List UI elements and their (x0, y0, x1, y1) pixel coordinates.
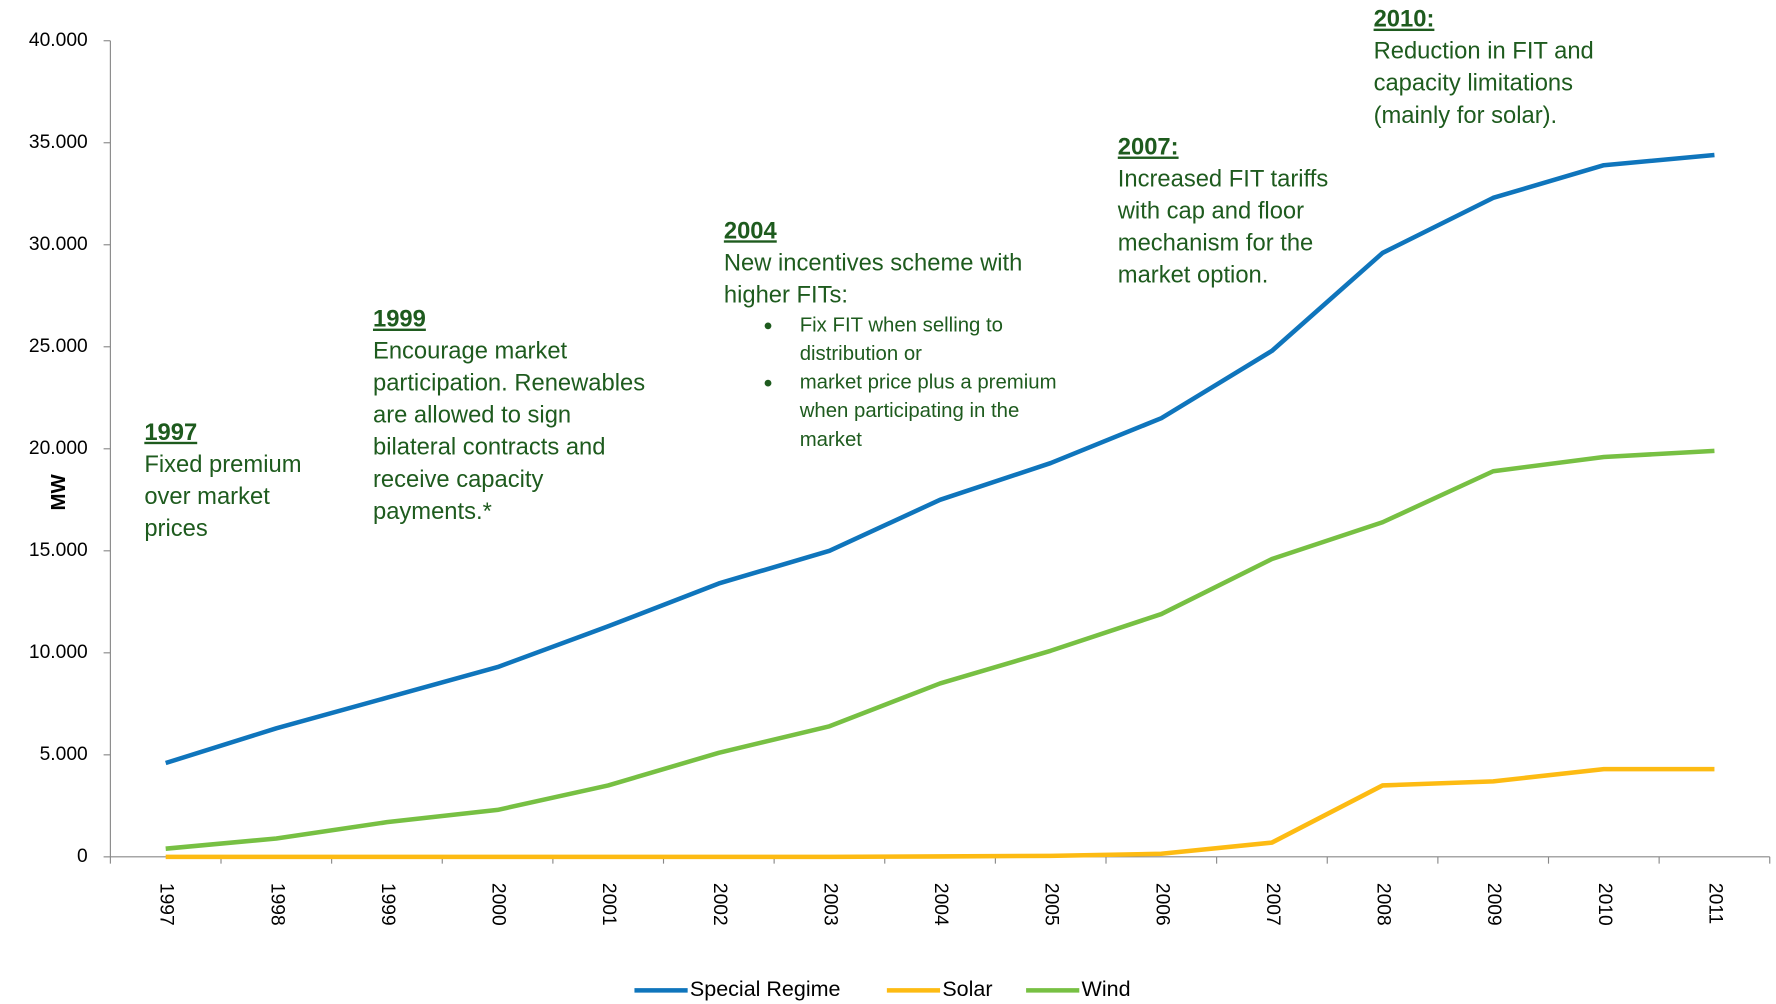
y-tick-label: 40.000 (29, 30, 88, 51)
annotation-text: with cap and floor (1117, 198, 1304, 225)
annotation-bullet: when participating in the (799, 400, 1020, 422)
annotation-bullet: distribution or (800, 343, 922, 365)
annotation-text: prices (144, 515, 208, 542)
annotation-title: 2007: (1118, 134, 1179, 161)
x-tick-label: 2011 (1704, 883, 1725, 924)
annotation-text: Fixed premium (144, 451, 301, 478)
x-tick-label: 2005 (1041, 883, 1062, 926)
x-tick-label: 2007 (1262, 883, 1283, 926)
annotation-bullet: market price plus a premium (800, 372, 1057, 394)
annotation-title: 1997 (144, 419, 197, 446)
annotation-text: payments.* (373, 498, 492, 525)
y-axis-label: MW (48, 474, 70, 511)
bullet (764, 322, 772, 330)
y-tick-label: 0 (77, 846, 88, 867)
annotation-text: bilateral contracts and (373, 434, 606, 461)
annotation-bullet: Fix FIT when selling to (800, 314, 1003, 336)
series-line (165, 448, 1715, 851)
y-tick-label: 10.000 (29, 642, 88, 663)
x-tick-label: 1999 (377, 883, 398, 926)
annotation-text: New incentives scheme with (724, 249, 1023, 276)
x-tick-label: 1997 (156, 883, 177, 926)
x-tick-label: 1998 (266, 883, 287, 926)
x-tick-label: 2008 (1372, 883, 1393, 926)
annotation-text: Increased FIT tariffs (1118, 166, 1329, 193)
x-tick-label: 2004 (930, 883, 951, 926)
x-tick-label: 2006 (1151, 883, 1172, 926)
y-tick-label: 25.000 (29, 336, 88, 357)
y-tick-label: 20.000 (29, 438, 88, 459)
series-line (165, 766, 1715, 860)
x-tick-label: 2003 (819, 883, 840, 926)
annotation-text: participation. Renewables (373, 370, 645, 397)
annotation-title: 1999 (373, 306, 426, 333)
annotation-text: Reduction in FIT and (1374, 38, 1594, 65)
x-tick-label: 2009 (1483, 883, 1504, 926)
x-tick-label: 2002 (709, 883, 730, 926)
x-tick-label: 2001 (598, 883, 619, 926)
legend-label: Solar (942, 977, 992, 1001)
annotation-text: are allowed to sign (373, 402, 571, 429)
annotation-text: Encourage market (373, 338, 568, 365)
series-line (165, 152, 1715, 766)
x-tick-label: 2010 (1594, 883, 1615, 926)
annotation-text: mechanism for the (1118, 230, 1314, 257)
annotation-text: higher FITs: (724, 281, 848, 308)
annotation-text: over market (144, 483, 270, 510)
y-tick-label: 5.000 (40, 744, 88, 765)
y-tick-label: 15.000 (29, 540, 88, 561)
x-tick-label: 2000 (487, 883, 508, 926)
annotation-title: 2010: (1374, 6, 1435, 33)
annotation-title: 2004 (724, 217, 778, 244)
y-tick-label: 30.000 (29, 234, 88, 255)
annotation-bullet: market (800, 429, 863, 451)
annotation-text: receive capacity (373, 466, 544, 493)
legend-label: Wind (1082, 977, 1131, 1001)
y-tick-label: 35.000 (29, 132, 88, 153)
legend-label: Special Regime (690, 977, 841, 1001)
annotation-text: capacity limitations (1374, 70, 1574, 97)
bullet (764, 379, 772, 387)
annotation-text: market option. (1118, 262, 1269, 289)
annotation-text: (mainly for solar). (1374, 102, 1558, 129)
